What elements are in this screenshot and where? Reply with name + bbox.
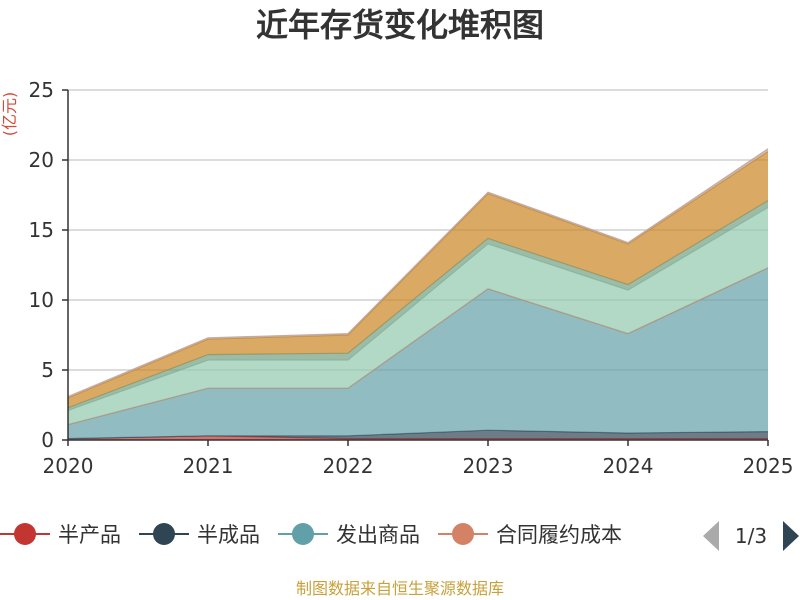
- area-series-4: [68, 207, 768, 425]
- chart-title: 近年存货变化堆积图: [255, 6, 544, 44]
- source-note: 制图数据来自恒生聚源数据库: [295, 579, 504, 598]
- legend-label: 合同履约成本: [496, 523, 622, 547]
- legend-label: 半成品: [197, 523, 260, 547]
- area-layer: [67, 148, 769, 440]
- legend-marker: [452, 523, 474, 545]
- x-tick-label: 2022: [323, 454, 374, 478]
- y-tick-label: 0: [41, 428, 54, 452]
- y-tick-label: 10: [29, 288, 54, 312]
- y-tick-label: 20: [29, 148, 54, 172]
- legend-marker: [14, 523, 36, 545]
- legend-marker: [292, 523, 314, 545]
- triangle-right-icon[interactable]: [783, 521, 799, 551]
- triangle-left-icon[interactable]: [703, 521, 719, 551]
- area-series-line-7: [67, 148, 769, 398]
- legend-item[interactable]: 发出商品: [278, 523, 420, 547]
- x-tick-label: 2020: [43, 454, 94, 478]
- y-tick-label: 5: [41, 358, 54, 382]
- legend-page-indicator: 1/3: [735, 524, 767, 548]
- legend-item[interactable]: 半成品: [139, 523, 260, 547]
- legend-marker: [153, 523, 175, 545]
- legend-item[interactable]: 合同履约成本: [438, 523, 622, 547]
- area-series-2: [68, 267, 768, 439]
- x-tick-label: 2024: [603, 454, 654, 478]
- legend-label: 发出商品: [336, 523, 420, 547]
- y-tick-label: 25: [29, 78, 54, 102]
- legend-item[interactable]: 半产品: [0, 523, 121, 547]
- legend-pager: 1/3: [703, 521, 799, 551]
- x-tick-label: 2021: [183, 454, 234, 478]
- area-series-5: [68, 200, 768, 411]
- legend-label: 半产品: [58, 523, 121, 547]
- y-tick-label: 15: [29, 218, 54, 242]
- x-tick-label: 2023: [463, 454, 514, 478]
- x-tick-label: 2025: [743, 454, 794, 478]
- legend: 半产品 半成品 发出商品 合同履约成本: [0, 523, 622, 547]
- area-series-6: [68, 151, 768, 408]
